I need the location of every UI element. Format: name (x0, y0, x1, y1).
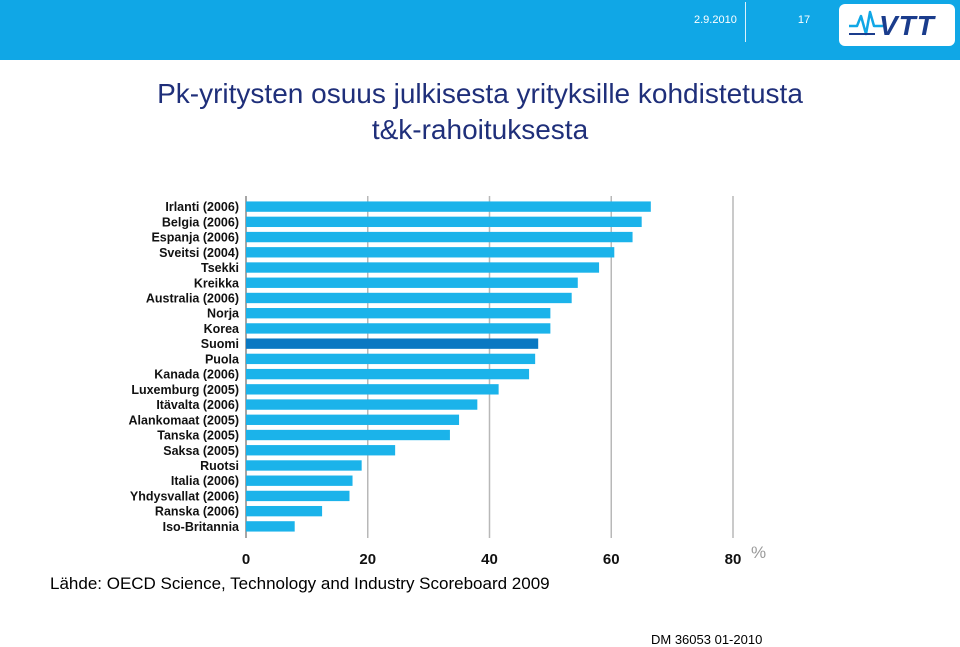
bar-kreikka (246, 277, 578, 288)
header-band: 2.9.2010 17 VTT (0, 0, 960, 60)
bar-kanada-2006- (246, 368, 530, 380)
category-label: Espanja (2006) (151, 231, 239, 245)
category-label: Kreikka (194, 276, 240, 290)
bar-sveitsi-2004- (246, 247, 615, 258)
bar-norja (246, 308, 551, 319)
category-label: Itävalta (2006) (156, 398, 239, 412)
category-label: Ruotsi (200, 459, 239, 473)
bar-chart: Irlanti (2006)Belgia (2006) Espanja (2006… (129, 196, 766, 568)
source-note: Lähde: OECD Science, Technology and Indu… (50, 574, 550, 593)
bar-espanja-2006- (246, 231, 633, 243)
category-label: Kanada (2006) (154, 368, 239, 382)
category-label: Luxemburg (2005) (131, 383, 239, 397)
bar-belgia-2006- (246, 216, 642, 228)
slide-title: Pk-yritysten osuus julkisesta yrityksill… (0, 76, 960, 148)
category-label: Puola (205, 352, 240, 366)
chart-bars (246, 201, 651, 532)
category-label: Norja (207, 307, 240, 321)
bar-australia-2006- (246, 292, 572, 304)
category-label: Australia (2006) (146, 291, 239, 305)
slide-title-line2: t&k-rahoituksesta (371, 114, 589, 145)
bar-alankomaat-2005- (246, 414, 460, 425)
logo-wave-icon (849, 10, 883, 36)
slide-title-line1: Pk-yritysten osuus julkisesta yrityksill… (157, 78, 803, 109)
bar-suomi (246, 338, 539, 349)
x-tick-label: 20 (359, 551, 376, 568)
bar-italia-2006- (246, 475, 353, 486)
bar-tanska-2005- (246, 429, 450, 441)
category-label: Irlanti (2006) (165, 200, 239, 214)
category-label: Alankomaat (2005) (129, 413, 239, 427)
category-label: Italia (2006) (171, 474, 239, 488)
bar-puola (246, 353, 536, 365)
bar-ruotsi (246, 460, 362, 471)
category-label: Tanska (2005) (157, 429, 239, 443)
bar-irlanti-2006- (246, 201, 651, 212)
chart-unit-label: % (751, 543, 766, 562)
category-label: Yhdysvallat (2006) (130, 489, 239, 503)
category-label: Suomi (201, 337, 239, 351)
category-label: Iso-Britannia (163, 520, 240, 534)
bar-tsekki (246, 262, 600, 273)
logo-text: VTT (879, 10, 935, 41)
page-number: 17 (797, 14, 811, 26)
document-id: DM 36053 01-2010 (651, 632, 763, 647)
bar-itävalta-2006- (246, 399, 478, 410)
x-tick-label: 60 (603, 551, 620, 568)
bar-ranska-2006- (246, 505, 323, 517)
bar-iso-britannia (246, 521, 295, 532)
bar-luxemburg-2005- (246, 384, 499, 395)
chart-category-labels: Irlanti (2006)Belgia (2006) Espanja (2006… (129, 200, 241, 534)
bar-saksa-2005- (246, 445, 396, 456)
category-label: Saksa (2005) (163, 444, 239, 458)
chart-x-tick-labels: 0 20 40 60 80 (242, 551, 742, 568)
x-tick-label: 0 (242, 551, 250, 568)
category-label: Sveitsi (2004) (159, 246, 239, 260)
header-date: 2.9.2010 (694, 14, 737, 26)
bar-korea (246, 323, 551, 334)
category-label: Belgia (2006) (162, 215, 239, 229)
category-label: Tsekki (201, 261, 239, 275)
x-tick-label: 80 (725, 551, 742, 568)
category-label: Korea (204, 322, 240, 336)
header-divider (745, 2, 746, 42)
bar-yhdysvallat-2006- (246, 490, 350, 502)
x-tick-label: 40 (481, 551, 498, 568)
category-label: Ranska (2006) (155, 505, 239, 519)
vtt-logo: VTT (839, 4, 955, 46)
